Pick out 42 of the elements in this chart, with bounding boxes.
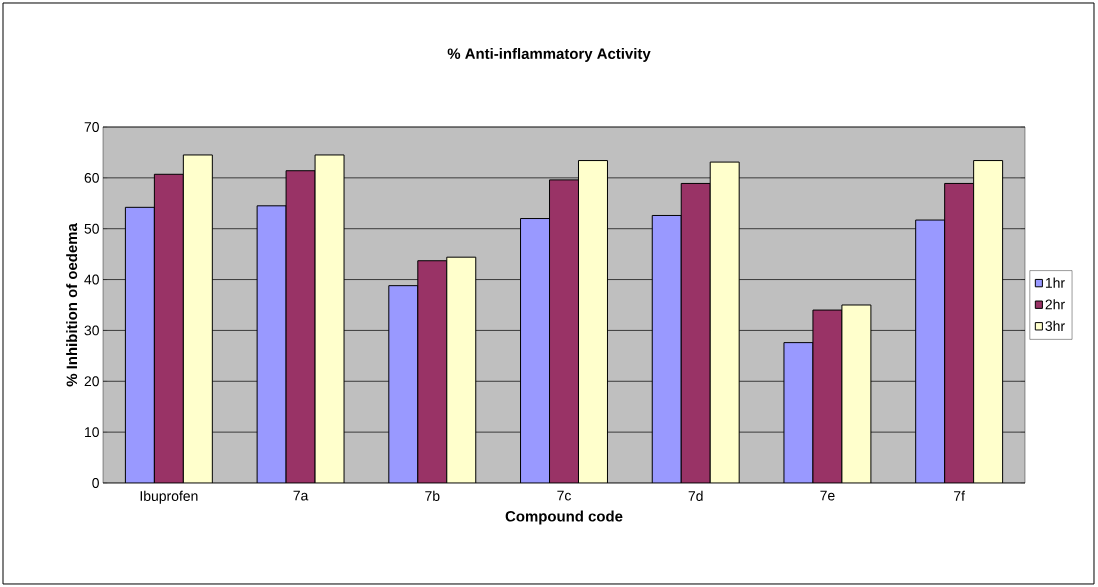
bar xyxy=(915,219,946,483)
bar xyxy=(841,304,872,483)
y-tick-label: 60 xyxy=(84,172,99,183)
y-tick-label: 40 xyxy=(84,274,99,285)
bar xyxy=(651,214,682,483)
legend-label: 1hr xyxy=(1045,277,1065,288)
x-axis-title: Compound code xyxy=(505,510,623,525)
bar xyxy=(709,161,740,483)
x-tick-label: 7a xyxy=(293,490,309,501)
bar xyxy=(520,218,550,483)
x-tick-label: 7e xyxy=(820,490,835,501)
bar xyxy=(124,206,155,483)
x-tick-label: Ibuprofen xyxy=(140,490,198,504)
bar xyxy=(256,205,287,483)
y-tick-label: 10 xyxy=(85,427,99,438)
y-tick-label: 20 xyxy=(84,376,99,387)
bar xyxy=(680,182,711,483)
bar xyxy=(417,260,448,483)
x-tick-label: 7c xyxy=(557,490,572,501)
bar xyxy=(153,173,184,483)
bar xyxy=(578,160,608,483)
bar xyxy=(812,309,843,483)
y-tick-label: 30 xyxy=(84,325,99,336)
bar xyxy=(314,154,345,483)
y-tick-label: 70 xyxy=(84,122,99,132)
x-tick-label: 7b xyxy=(425,490,440,501)
legend-label: 3hr xyxy=(1045,320,1065,332)
bar xyxy=(549,179,579,483)
chart-title: % Anti-inflammatory Activity xyxy=(447,48,651,62)
bar xyxy=(285,170,316,483)
bar xyxy=(182,154,213,483)
bar xyxy=(944,182,975,483)
bar xyxy=(446,256,477,483)
y-tick-label: 50 xyxy=(84,223,99,234)
y-tick-label: 0 xyxy=(92,478,99,488)
x-tick-label: 7f xyxy=(954,490,965,501)
bar xyxy=(973,160,1004,483)
x-tick-label: 7d xyxy=(688,490,703,501)
legend-label: 2hr xyxy=(1045,299,1065,310)
y-axis-title: % Inhibition of oedema xyxy=(66,223,78,387)
bar xyxy=(783,342,814,483)
bar xyxy=(388,285,419,483)
